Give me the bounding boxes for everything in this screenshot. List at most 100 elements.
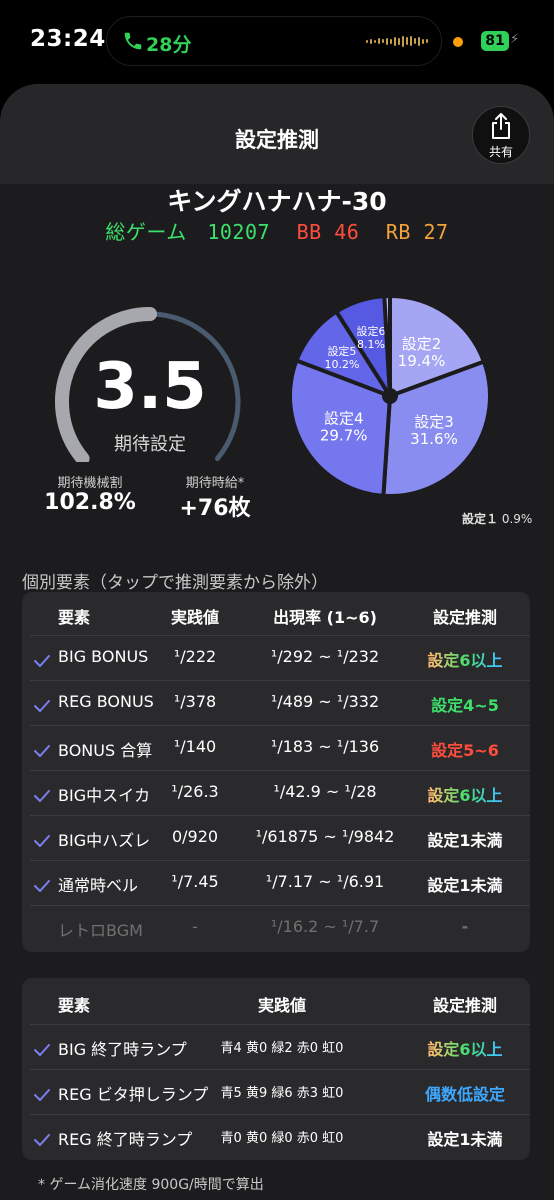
setting-guess: -	[461, 917, 469, 936]
actual-value: 0/920	[171, 827, 219, 846]
setting-guess: 設定4~5	[431, 696, 499, 715]
setting-guess: 設定1未満	[427, 831, 503, 850]
actual-value: -	[192, 917, 198, 936]
pie-slice-value: 31.6%	[410, 430, 458, 448]
table1-header-3: 設定推測	[432, 608, 497, 627]
element-name: BIG BONUS	[58, 647, 149, 666]
table1-row[interactable]: レトロBGM - ¹/16.2 ~ ¹/7.7 -	[22, 905, 530, 950]
check-icon	[34, 697, 50, 712]
check-icon	[34, 877, 50, 892]
element-name: BIG 終了時ランプ	[58, 1040, 187, 1059]
recording-dot-icon	[453, 37, 463, 47]
payout-label: 期待機械割	[57, 476, 123, 491]
total-games-label: 総ゲーム	[105, 220, 187, 244]
setting-guess: 設定6以上	[400, 1036, 530, 1060]
element-name: BONUS 合算	[58, 741, 153, 760]
bb-label: BB	[296, 220, 322, 244]
check-icon	[34, 832, 50, 847]
table2-row[interactable]: REG 終了時ランプ 青0 黄0 緑0 赤0 虹0 設定1未満	[22, 1114, 530, 1159]
divider	[30, 860, 530, 861]
table1-row[interactable]: 通常時ベル ¹/7.45 ¹/7.17 ~ ¹/6.91 設定1未満	[22, 860, 530, 905]
hourly-label: 期待時給*	[185, 476, 245, 491]
setting-guess: 設定6以上	[400, 647, 530, 671]
element-name: REG BONUS	[58, 692, 154, 711]
pie-slice	[382, 296, 392, 397]
setting-guess: 設定5~6	[431, 741, 499, 760]
lamp-counts: 青4 黄0 緑2 赤0 虹0	[220, 1041, 344, 1056]
divider	[30, 1069, 530, 1070]
table1-row[interactable]: REG BONUS ¹/378 ¹/489 ~ ¹/332 設定4~5	[22, 680, 530, 725]
machine-name: キングハナハナ-30	[167, 187, 387, 216]
footnote: * ゲーム消化速度 900G/時間で算出	[38, 1177, 264, 1193]
lamp-counts: 青5 黄9 緑6 赤3 虹0	[220, 1086, 344, 1101]
gauge-fill	[55, 307, 157, 462]
occurrence-rate: ¹/16.2 ~ ¹/7.7	[270, 917, 380, 936]
actual-value: ¹/222	[173, 647, 217, 666]
table1-header-0: 要素	[58, 608, 91, 627]
divider	[30, 1024, 530, 1025]
table2-row[interactable]: REG ビタ押しランプ 青5 黄9 緑6 赤3 虹0 偶数低設定	[22, 1069, 530, 1114]
occurrence-rate: ¹/7.17 ~ ¹/6.91	[265, 872, 385, 891]
actual-value: ¹/140	[173, 737, 217, 756]
occurrence-rate: ¹/183 ~ ¹/136	[270, 737, 380, 756]
rb-label: RB	[385, 220, 411, 244]
table2-header-1: 実践値	[257, 996, 306, 1015]
rb-count: 27	[423, 220, 449, 244]
check-icon	[34, 787, 50, 802]
setting1-note-value: 0.9%	[501, 512, 533, 526]
occurrence-rate: ¹/42.9 ~ ¹/28	[273, 782, 377, 801]
setting1-note-label: 設定１	[462, 512, 499, 526]
divider	[30, 905, 530, 906]
battery-indicator: 81	[481, 31, 509, 51]
total-games-value: 10207	[207, 220, 271, 244]
table2-header-0: 要素	[58, 996, 91, 1015]
occurrence-rate: ¹/292 ~ ¹/232	[270, 647, 380, 666]
setting-guess: 設定6以上	[400, 782, 530, 806]
setting-guess: 設定1未満	[427, 1130, 503, 1149]
element-name: 通常時ベル	[58, 876, 139, 895]
actual-value: ¹/378	[173, 692, 217, 711]
element-name: BIG中ハズレ	[58, 831, 151, 850]
bb-count: 46	[334, 220, 360, 244]
table1-header-2: 出現率 (1~6)	[273, 608, 377, 627]
pie-slice	[388, 296, 487, 399]
check-icon	[34, 742, 50, 757]
divider	[30, 1114, 530, 1115]
setting-guess: 設定1未満	[427, 876, 503, 895]
table2-row[interactable]: BIG 終了時ランプ 青4 黄0 緑2 赤0 虹0 設定6以上	[22, 1024, 530, 1069]
expected-setting-value: 3.5	[93, 350, 207, 424]
payout-value: 102.8%	[44, 490, 136, 515]
lamp-table: 要素 実践値 設定推測 BIG 終了時ランプ 青4 黄0 緑2 赤0 虹0 設定6以上 RE…	[22, 978, 530, 1160]
element-name: BIG中スイカ	[58, 786, 151, 805]
pie-center	[382, 388, 398, 404]
game-stats: 総ゲーム 10207 BB 46 RB 27	[0, 216, 554, 245]
hourly-value: +76枚	[179, 496, 251, 521]
check-icon	[34, 1131, 50, 1146]
share-label: 共有	[488, 145, 513, 159]
table2-header-2: 設定推測	[432, 996, 497, 1015]
occurrence-rate: ¹/489 ~ ¹/332	[270, 692, 380, 711]
table1-row[interactable]: BIG BONUS ¹/222 ¹/292 ~ ¹/232 設定6以上	[22, 635, 530, 680]
table1-row[interactable]: BIG中スイカ ¹/26.3 ¹/42.9 ~ ¹/28 設定6以上	[22, 770, 530, 815]
setting1-note: 設定１ 0.9%	[462, 510, 532, 527]
table1-header-1: 実践値	[170, 608, 219, 627]
actual-value: ¹/26.3	[171, 782, 219, 801]
divider	[30, 770, 530, 771]
pie-slice-name: 設定2	[402, 335, 442, 353]
occurrence-rate: ¹/61875 ~ ¹/9842	[255, 827, 395, 846]
pie-slice-value: 19.4%	[398, 352, 446, 370]
status-time: 23:24	[30, 26, 106, 52]
pie-slice	[288, 357, 393, 498]
table1-row[interactable]: BONUS 合算 ¹/140 ¹/183 ~ ¹/136 設定5~6	[22, 725, 530, 770]
pie-slice-value: 29.7%	[320, 427, 368, 445]
pie-slice-name: 設定3	[414, 413, 454, 431]
share-icon	[492, 113, 510, 139]
call-duration: 28分	[146, 34, 192, 56]
actual-value: ¹/7.45	[171, 872, 219, 891]
element-name: REG ビタ押しランプ	[58, 1085, 209, 1104]
charging-bolt-icon: ⚡	[510, 32, 520, 47]
table1-row[interactable]: BIG中ハズレ 0/920 ¹/61875 ~ ¹/9842 設定1未満	[22, 815, 530, 860]
expected-setting-label: 期待設定	[114, 434, 186, 455]
divider	[30, 635, 530, 636]
